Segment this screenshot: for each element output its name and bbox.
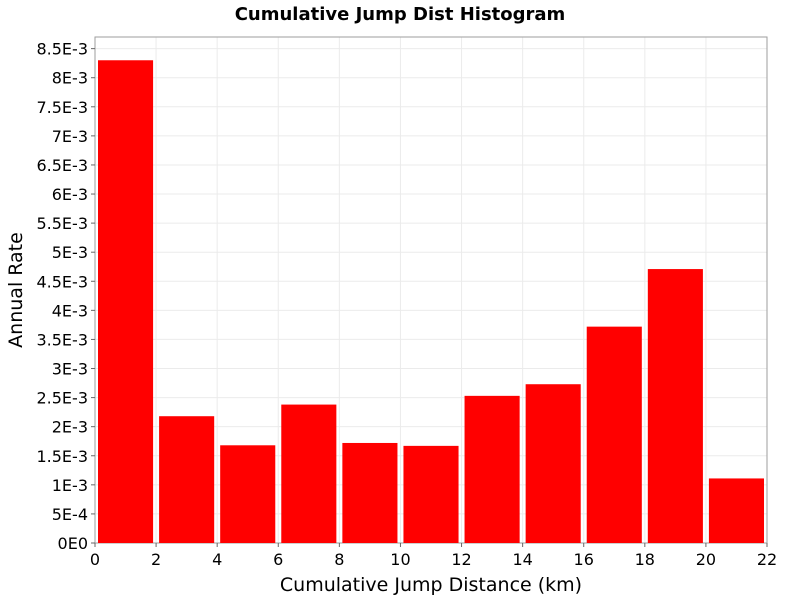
x-tick-label: 18 (635, 550, 655, 569)
y-axis-label: Annual Rate (5, 232, 27, 348)
y-tick-label: 3.5E-3 (36, 330, 88, 349)
bar-4 (342, 442, 398, 543)
x-tick-label: 2 (151, 550, 161, 569)
x-tick-label: 20 (696, 550, 716, 569)
y-tick-label: 1E-3 (52, 476, 88, 495)
y-tick-label: 2.5E-3 (36, 389, 88, 408)
y-tick-label: 7E-3 (52, 127, 88, 146)
x-tick-label: 6 (273, 550, 283, 569)
bar-0 (98, 60, 154, 543)
bar-9 (647, 269, 703, 543)
y-tick-label: 0E0 (58, 534, 88, 553)
y-tick-label: 5.5E-3 (36, 214, 88, 233)
bar-5 (403, 445, 459, 543)
y-tick-label: 4.5E-3 (36, 272, 88, 291)
x-tick-label: 12 (451, 550, 471, 569)
bar-8 (586, 326, 642, 543)
x-tick-label: 22 (757, 550, 777, 569)
y-tick-label: 2E-3 (52, 418, 88, 437)
y-tick-label: 1.5E-3 (36, 447, 88, 466)
y-tick-label: 7.5E-3 (36, 98, 88, 117)
y-tick-label: 5E-4 (52, 505, 88, 524)
bars-group (98, 60, 764, 543)
x-tick-label: 16 (574, 550, 594, 569)
x-tick-label: 10 (390, 550, 410, 569)
x-tick-label: 8 (334, 550, 344, 569)
y-tick-label: 6.5E-3 (36, 156, 88, 175)
bar-1 (159, 416, 215, 543)
x-tick-label: 0 (90, 550, 100, 569)
bar-7 (525, 384, 581, 543)
y-tick-label: 8E-3 (52, 69, 88, 88)
bar-2 (220, 445, 276, 543)
y-tick-label: 4E-3 (52, 301, 88, 320)
y-tick-label: 8.5E-3 (36, 40, 88, 59)
x-tick-label: 4 (212, 550, 222, 569)
bar-6 (464, 395, 520, 543)
grid-lines (94, 37, 768, 544)
y-axis: 0E0 5E-4 1E-3 1.5E-3 2E-3 2.5E-3 3E-3 3.5E-3 4E-… (36, 40, 95, 553)
y-tick-label: 6E-3 (52, 185, 88, 204)
y-tick-label: 3E-3 (52, 360, 88, 379)
x-tick-label: 14 (512, 550, 532, 569)
chart-title: Cumulative Jump Dist Histogram (235, 4, 566, 25)
y-tick-label: 5E-3 (52, 243, 88, 262)
bar-10 (708, 478, 764, 543)
x-axis-label: Cumulative Jump Distance (km) (280, 574, 582, 596)
x-axis: 0 2 4 6 8 10 12 14 16 18 20 22 (90, 543, 777, 569)
bar-3 (281, 404, 337, 543)
